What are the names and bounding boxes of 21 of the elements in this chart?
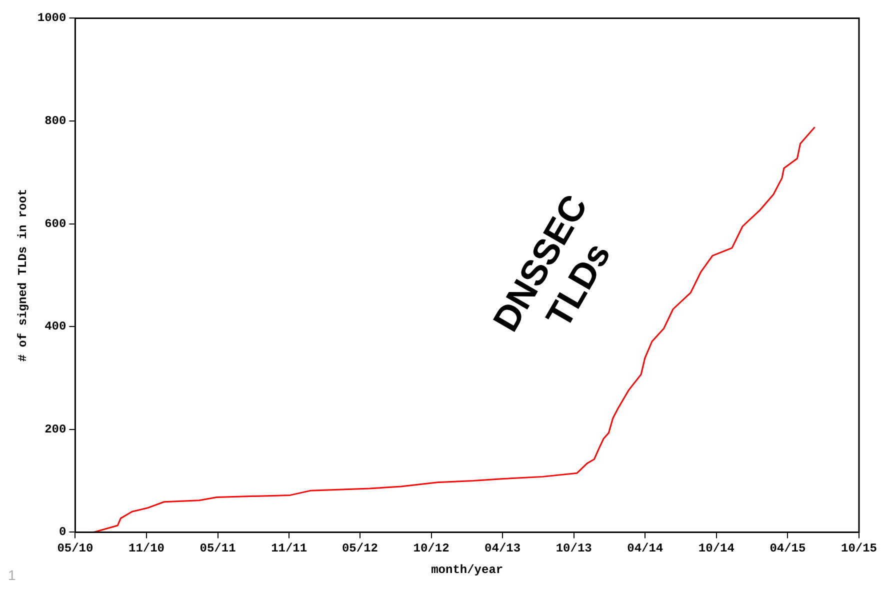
x-axis-title: month/year xyxy=(431,562,504,577)
y-tick-label: 400 xyxy=(44,320,66,334)
x-tick-label: 10/12 xyxy=(413,541,450,556)
y-tick-label: 600 xyxy=(44,216,66,231)
y-tick-label: 0 xyxy=(59,525,66,540)
text: 1 xyxy=(8,566,16,583)
x-tick-label: 05/10 xyxy=(57,541,94,556)
y-tick-label: 1000 xyxy=(37,11,66,26)
y-tick-label: 200 xyxy=(44,422,66,436)
x-tick-label: 04/13 xyxy=(484,541,521,556)
x-tick-label: 11/10 xyxy=(128,541,164,556)
x-tick-label: 11/11 xyxy=(271,541,308,556)
x-tick-label: 04/15 xyxy=(770,541,806,556)
x-tick-label: 05/12 xyxy=(342,541,378,556)
x-tick-label: 10/13 xyxy=(556,541,592,556)
x-tick-label: 05/11 xyxy=(200,541,236,556)
x-tick-label: 04/14 xyxy=(627,541,664,556)
x-tick-label: 10/14 xyxy=(698,541,734,556)
y-tick-label: 800 xyxy=(44,114,66,128)
x-tick-label: 10/15 xyxy=(840,541,878,556)
y-axis-title: # of signed TLDs in root xyxy=(16,188,30,362)
